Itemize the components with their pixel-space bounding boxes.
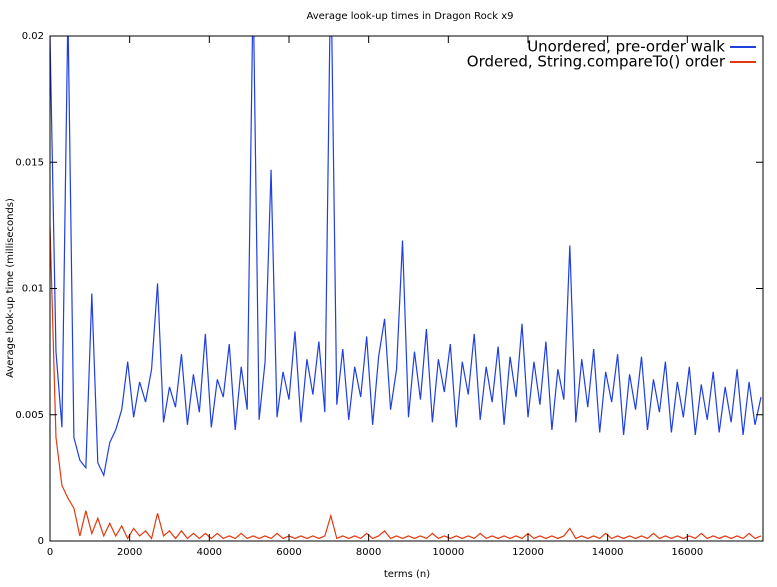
x-tick-label: 12000 (512, 547, 544, 558)
x-tick-label: 14000 (592, 547, 624, 558)
x-tick-label: 0 (47, 547, 53, 558)
data-line (50, 225, 762, 540)
x-tick-label: 16000 (671, 547, 703, 558)
y-tick-label: 0.005 (15, 410, 44, 421)
x-tick-label: 2000 (117, 547, 142, 558)
legend-text: Unordered, pre-order walk (527, 38, 725, 56)
y-tick-label: 0.02 (22, 31, 44, 42)
x-tick-label: 8000 (356, 547, 381, 558)
data-line (50, 36, 762, 478)
x-axis-label: terms (n) (384, 569, 430, 580)
plot-area (50, 36, 762, 540)
y-tick-label: 0 (38, 536, 44, 547)
x-tick-label: 10000 (432, 547, 464, 558)
x-tick-label: 6000 (276, 547, 301, 558)
legend-text: Ordered, String.compareTo() order (467, 53, 726, 71)
y-tick-label: 0.01 (22, 284, 44, 295)
chart-title: Average look-up times in Dragon Rock x9 (306, 11, 513, 22)
y-axis-label: Average look-up time (milliseconds) (5, 198, 16, 378)
x-tick-label: 4000 (197, 547, 222, 558)
y-tick-label: 0.015 (15, 157, 44, 168)
